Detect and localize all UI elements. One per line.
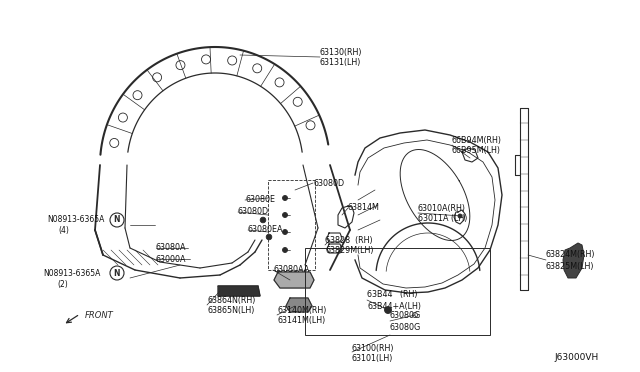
Text: 63864N(RH): 63864N(RH) — [207, 295, 255, 305]
Text: 63080G: 63080G — [390, 323, 421, 331]
Circle shape — [458, 214, 462, 218]
Text: N: N — [114, 269, 120, 278]
Text: (4): (4) — [58, 227, 69, 235]
Text: 63140M(RH): 63140M(RH) — [277, 305, 326, 314]
Circle shape — [266, 234, 272, 240]
Text: 63010A(RH): 63010A(RH) — [418, 203, 466, 212]
Text: 63141M(LH): 63141M(LH) — [277, 317, 325, 326]
Text: 63825M(LH): 63825M(LH) — [546, 262, 595, 270]
Text: 63814M: 63814M — [348, 203, 380, 212]
Text: FRONT: FRONT — [85, 311, 114, 320]
Text: 63B44   (RH): 63B44 (RH) — [367, 291, 417, 299]
Text: N08913-6365A: N08913-6365A — [47, 215, 104, 224]
Text: 63080G: 63080G — [390, 311, 421, 321]
Text: 63011A (LH): 63011A (LH) — [418, 215, 467, 224]
Text: 63829M(LH): 63829M(LH) — [325, 247, 374, 256]
Circle shape — [282, 196, 287, 201]
Polygon shape — [274, 272, 314, 288]
Text: 63080D: 63080D — [238, 208, 269, 217]
Text: 63080A: 63080A — [156, 244, 186, 253]
Text: 63080EA: 63080EA — [248, 225, 284, 234]
Text: N08913-6365A: N08913-6365A — [43, 269, 100, 278]
Text: 63080AA: 63080AA — [273, 266, 309, 275]
Text: N: N — [114, 215, 120, 224]
Text: 63B44+A(LH): 63B44+A(LH) — [367, 301, 421, 311]
Circle shape — [282, 212, 287, 218]
Circle shape — [260, 217, 266, 223]
Text: 63130(RH): 63130(RH) — [320, 48, 362, 57]
Circle shape — [385, 307, 392, 314]
Text: 63101(LH): 63101(LH) — [352, 353, 394, 362]
Text: 63828  (RH): 63828 (RH) — [325, 235, 372, 244]
Polygon shape — [286, 298, 312, 312]
Text: 63824M(RH): 63824M(RH) — [546, 250, 595, 260]
Text: 63131(LH): 63131(LH) — [320, 58, 362, 67]
Text: 66B94M(RH): 66B94M(RH) — [452, 135, 502, 144]
Circle shape — [282, 247, 287, 253]
Text: 63100(RH): 63100(RH) — [352, 343, 394, 353]
Circle shape — [282, 230, 287, 234]
Polygon shape — [563, 243, 584, 278]
Text: 66B95M(LH): 66B95M(LH) — [452, 145, 501, 154]
Text: J63000VH: J63000VH — [554, 353, 598, 362]
Text: 63865N(LH): 63865N(LH) — [207, 307, 254, 315]
Text: 63080E: 63080E — [245, 196, 275, 205]
Text: 63000A: 63000A — [156, 254, 186, 263]
Text: (2): (2) — [57, 279, 68, 289]
Text: 63080D: 63080D — [313, 179, 344, 187]
Polygon shape — [218, 286, 260, 296]
